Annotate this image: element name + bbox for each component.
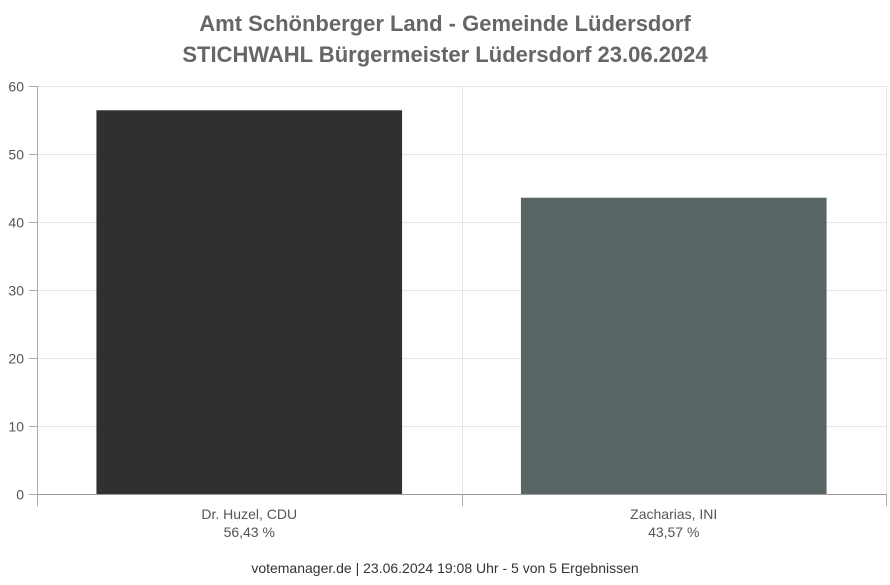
bar-value-label: 43,57 % xyxy=(648,524,699,540)
x-category-label: Dr. Huzel, CDU xyxy=(201,506,297,522)
y-tick-label: 30 xyxy=(8,283,24,299)
chart-title-line-1: Amt Schönberger Land - Gemeinde Lüdersdo… xyxy=(199,11,691,36)
bar xyxy=(96,110,403,494)
chart-title: Amt Schönberger Land - Gemeinde Lüdersdo… xyxy=(0,8,890,70)
y-tick-label: 0 xyxy=(16,487,24,503)
chart-title-line-2: STICHWAHL Bürgermeister Lüdersdorf 23.06… xyxy=(182,42,708,67)
y-tick-label: 20 xyxy=(8,351,24,367)
bar xyxy=(520,197,827,494)
footer-text: votemanager.de | 23.06.2024 19:08 Uhr - … xyxy=(251,560,639,576)
bar-value-label: 56,43 % xyxy=(224,524,275,540)
y-tick-label: 10 xyxy=(8,419,24,435)
x-category-label: Zacharias, INI xyxy=(630,506,717,522)
y-tick-label: 50 xyxy=(8,147,24,163)
y-tick-label: 40 xyxy=(8,215,24,231)
y-tick-label: 60 xyxy=(8,79,24,95)
